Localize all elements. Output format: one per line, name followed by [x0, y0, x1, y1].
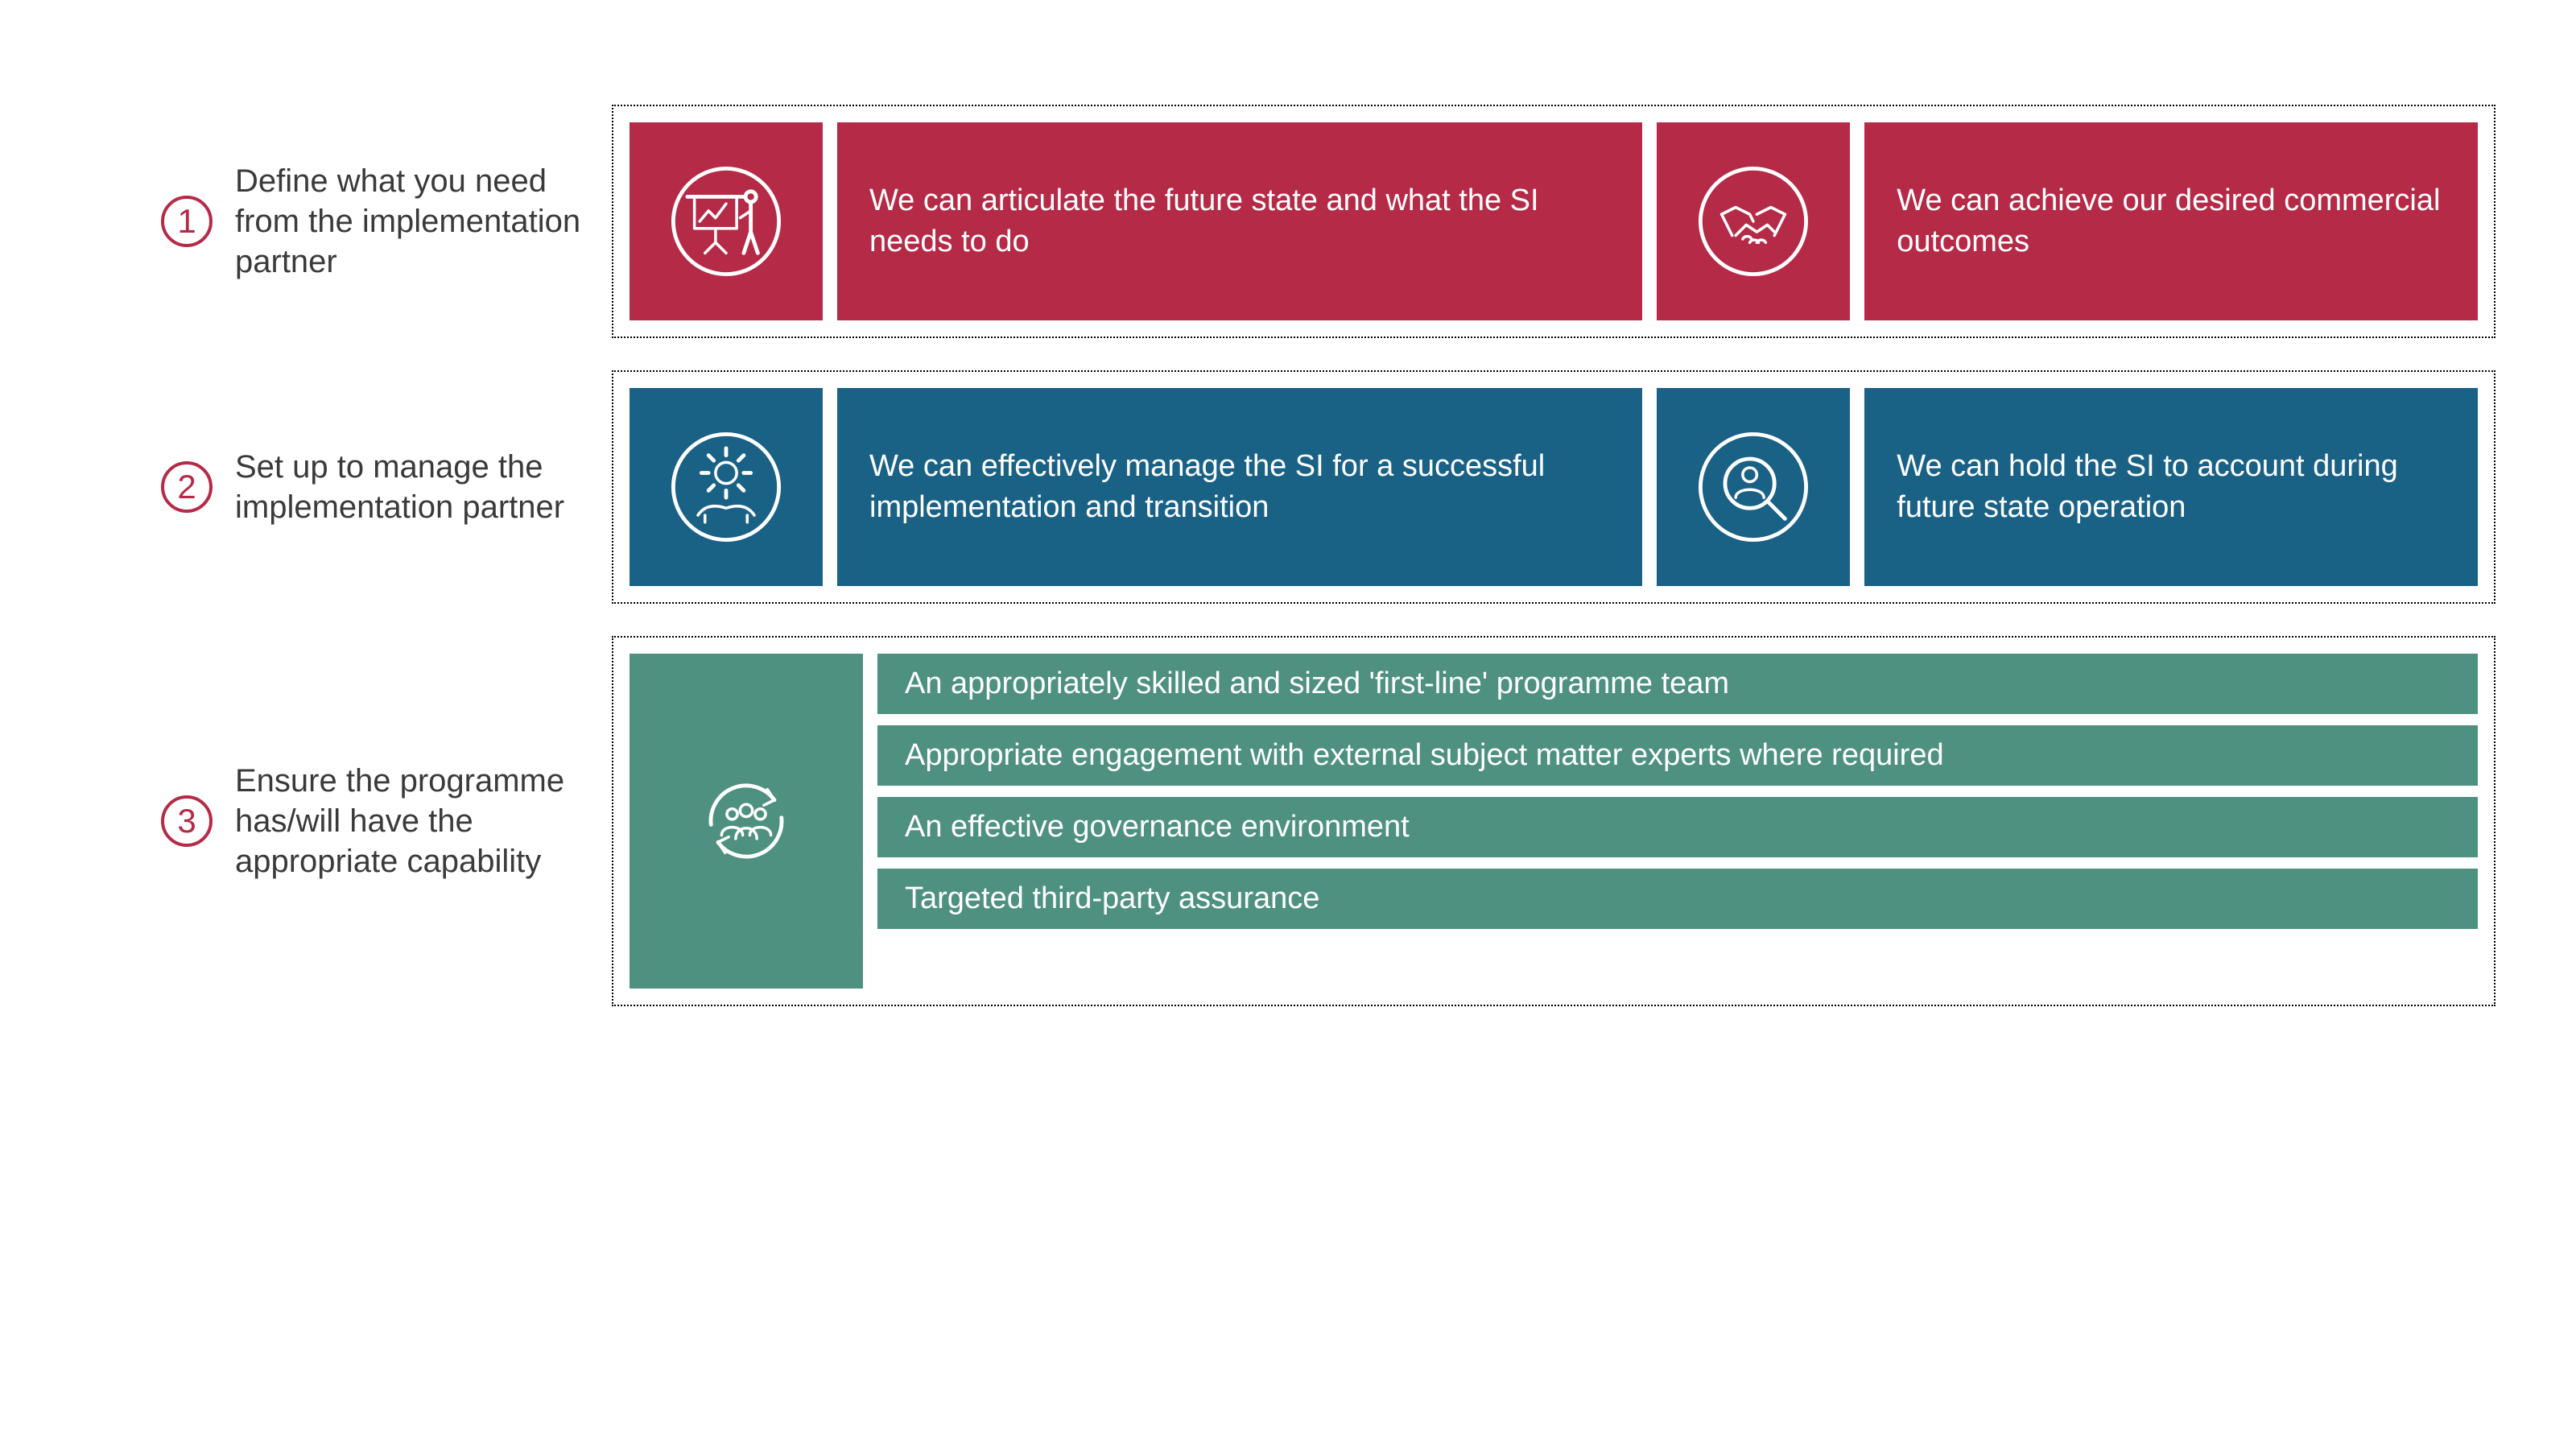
row-2-number: 2: [177, 468, 196, 506]
row-1-number-badge: 1: [161, 196, 213, 247]
row-3-bar-2: Appropriate engagement with external sub…: [877, 725, 2478, 786]
presentation-icon: [670, 165, 782, 278]
row-3-bars: An appropriately skilled and sized 'firs…: [877, 654, 2478, 989]
row-1-card-1-text: We can articulate the future state and w…: [837, 122, 1642, 320]
row-2-content: We can effectively manage the SI for a s…: [612, 370, 2496, 604]
row-3-label: Ensure the programme has/will have the a…: [235, 761, 581, 881]
row-2-card-1-text: We can effectively manage the SI for a s…: [837, 388, 1642, 586]
row-3-content: An appropriately skilled and sized 'firs…: [612, 636, 2496, 1006]
row-3-bar-1: An appropriately skilled and sized 'firs…: [877, 654, 2478, 714]
row-1-label-col: 1 Define what you need from the implemen…: [161, 105, 612, 338]
diagram-canvas: 1 Define what you need from the implemen…: [0, 0, 2576, 1449]
row-2-label: Set up to manage the implementation part…: [235, 447, 581, 527]
row-3-label-col: 3 Ensure the programme has/will have the…: [161, 636, 612, 1006]
row-2: 2 Set up to manage the implementation pa…: [161, 370, 2496, 604]
team-cycle-icon: [690, 765, 803, 877]
row-2-icon-tile-2: [1657, 388, 1850, 586]
row-3: 3 Ensure the programme has/will have the…: [161, 636, 2496, 1006]
row-2-label-col: 2 Set up to manage the implementation pa…: [161, 370, 612, 604]
gear-hand-icon: [670, 431, 782, 543]
row-2-card-2-text: We can hold the SI to account during fut…: [1864, 388, 2478, 586]
row-1-icon-tile-2: [1657, 122, 1850, 320]
row-1-content: We can articulate the future state and w…: [612, 105, 2496, 338]
row-3-bar-4: Targeted third-party assurance: [877, 869, 2478, 929]
person-magnify-icon: [1697, 431, 1810, 543]
row-3-bar-3: An effective governance environment: [877, 797, 2478, 857]
row-2-number-badge: 2: [161, 461, 213, 513]
row-3-number: 3: [177, 802, 196, 840]
handshake-icon: [1697, 165, 1810, 278]
row-3-number-badge: 3: [161, 795, 213, 847]
row-2-icon-tile-1: [630, 388, 823, 586]
row-1-card-2-text: We can achieve our desired commercial ou…: [1864, 122, 2478, 320]
row-1-number: 1: [177, 202, 196, 241]
row-1-icon-tile-1: [630, 122, 823, 320]
row-3-icon-tile: [630, 654, 863, 989]
row-1-label: Define what you need from the implementa…: [235, 161, 581, 282]
row-1: 1 Define what you need from the implemen…: [161, 105, 2496, 338]
